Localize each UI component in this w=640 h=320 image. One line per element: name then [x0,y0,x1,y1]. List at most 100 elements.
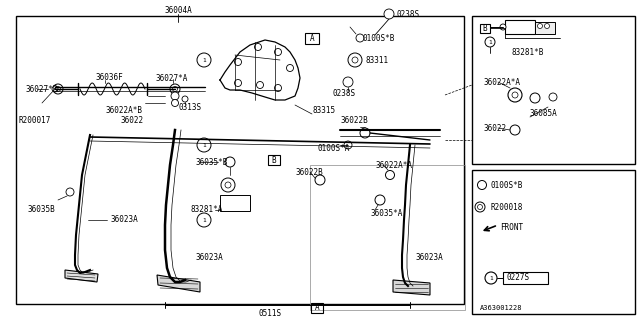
Circle shape [287,65,294,71]
Text: B: B [483,23,487,33]
Text: 0511S: 0511S [259,308,282,317]
Polygon shape [393,280,430,295]
Text: A: A [315,303,319,313]
Text: 1: 1 [488,39,492,44]
Text: 83311: 83311 [365,55,388,65]
Circle shape [352,57,358,63]
Circle shape [549,93,557,101]
Circle shape [360,128,370,138]
Text: 36023A: 36023A [195,253,223,262]
Bar [305,33,319,44]
Circle shape [171,92,179,100]
Text: 36023A: 36023A [415,253,443,262]
Text: 36022: 36022 [120,116,143,124]
Text: 0238S: 0238S [396,10,419,19]
Circle shape [545,23,550,28]
Bar [220,195,250,211]
Text: 36022A*A: 36022A*A [483,77,520,86]
Circle shape [356,34,364,42]
Text: A: A [310,34,314,43]
Text: 83281*A: 83281*A [190,205,222,214]
Text: 1: 1 [202,58,206,62]
Text: B: B [272,156,276,164]
Circle shape [275,49,282,55]
Circle shape [225,157,235,167]
Circle shape [508,88,522,102]
Circle shape [275,84,282,92]
Bar [310,165,465,310]
Text: 36085A: 36085A [530,108,557,117]
Circle shape [475,202,485,212]
Circle shape [53,84,63,94]
Text: 0227S: 0227S [506,274,529,283]
Circle shape [197,53,211,67]
Text: 36036F: 36036F [95,73,123,82]
Circle shape [173,86,177,92]
Circle shape [66,188,74,196]
Text: A363001228: A363001228 [480,305,522,311]
Circle shape [255,44,262,51]
Text: 36022B: 36022B [340,116,368,124]
Circle shape [510,125,520,135]
Circle shape [512,92,518,98]
Text: 0100S*B: 0100S*B [490,180,522,189]
Bar [503,272,548,284]
Text: 1: 1 [202,142,206,148]
Circle shape [485,272,497,284]
Circle shape [52,86,58,92]
Text: 83315: 83315 [312,106,335,115]
Circle shape [485,37,495,47]
Text: 0100S*B: 0100S*B [362,34,394,43]
Polygon shape [157,275,200,292]
Bar [472,16,635,164]
Text: 36004A: 36004A [164,5,192,14]
Circle shape [477,204,483,210]
Circle shape [197,138,211,152]
Text: 36035B: 36035B [27,205,55,214]
Circle shape [315,175,325,185]
Text: FRONT: FRONT [500,223,523,233]
Circle shape [197,213,211,227]
Circle shape [538,23,543,28]
Circle shape [182,96,188,102]
Text: R200017: R200017 [18,116,51,124]
Bar [16,16,464,304]
Circle shape [343,77,353,87]
Circle shape [384,9,394,19]
Text: 36035*B: 36035*B [195,157,227,166]
Circle shape [344,141,352,149]
Text: 36027*B: 36027*B [25,84,58,93]
Circle shape [172,100,179,107]
Text: 36023A: 36023A [110,215,138,225]
Circle shape [530,93,540,103]
Bar [535,22,555,34]
Text: 36022A*A: 36022A*A [375,161,412,170]
Text: R200018: R200018 [490,203,522,212]
Bar [505,20,535,34]
Circle shape [234,59,241,66]
Circle shape [257,82,264,89]
Text: 36022A*B: 36022A*B [105,106,142,115]
Circle shape [385,171,394,180]
Text: 0313S: 0313S [178,102,201,111]
Text: 1: 1 [489,276,493,281]
Text: 36035*A: 36035*A [370,209,403,218]
Bar [311,303,323,313]
Text: 0238S: 0238S [332,89,355,98]
Bar [480,24,490,33]
Circle shape [375,195,385,205]
Bar [268,155,280,165]
Circle shape [225,182,231,188]
Text: 36022B: 36022B [295,167,323,177]
Circle shape [348,53,362,67]
Text: 0100S*A: 0100S*A [317,143,349,153]
Circle shape [221,178,235,192]
Text: 1: 1 [202,218,206,222]
Circle shape [500,24,506,30]
Circle shape [56,86,61,92]
Polygon shape [65,270,98,282]
Circle shape [234,79,241,86]
Text: 36022: 36022 [483,124,506,132]
Circle shape [477,180,486,189]
Text: 36027*A: 36027*A [155,74,188,83]
